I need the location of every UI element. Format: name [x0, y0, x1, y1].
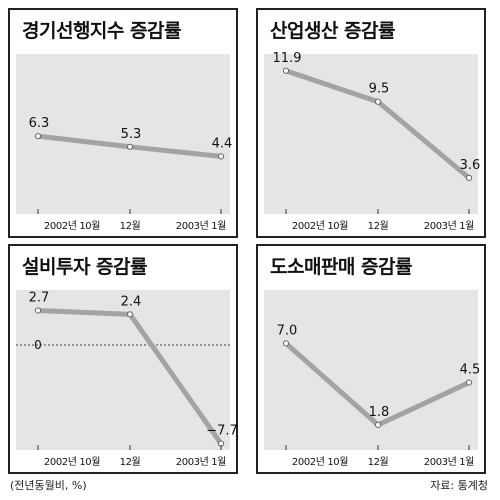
plot-area [16, 290, 230, 450]
x-tick-label: 12월 [120, 456, 141, 468]
data-point [34, 133, 42, 140]
x-tick-label: 2003년 1월 [176, 220, 226, 232]
data-label: 6.3 [29, 116, 50, 131]
data-point [126, 143, 134, 150]
x-tick-label: 2003년 1월 [424, 456, 474, 468]
data-point [465, 174, 473, 181]
x-tick-label: 12월 [120, 220, 141, 232]
line-chart-facility-investment: 0 2.7 2.4 −7.7 2002년 10월 12월 2003년 1월 [16, 290, 238, 468]
data-label: 4.5 [460, 363, 481, 378]
chart-panel-leading-index: 경기선행지수 증감률 6.3 5.3 4.4 2002년 10월 12월 2003년 1월 [8, 8, 238, 238]
data-label: 9.5 [369, 82, 390, 97]
data-point [282, 340, 290, 347]
line-chart-leading-index: 6.3 5.3 4.4 2002년 10월 12월 2003년 1월 [29, 116, 233, 232]
chart-title: 도소매판매 증감률 [270, 256, 412, 278]
zero-axis-label: 0 [34, 338, 42, 352]
x-tick-label: 2002년 10월 [44, 220, 100, 232]
plot-area [264, 54, 478, 214]
x-tick-label: 2002년 10월 [292, 456, 348, 468]
data-point [374, 421, 382, 429]
chart-panel-retail-sales: 도소매판매 증감률 7.0 1.8 4.5 2002년 10월 12월 2003년 1월 [256, 244, 486, 474]
chart-title: 산업생산 증감률 [270, 20, 395, 42]
data-point [126, 311, 134, 318]
source-note: 자료: 통계청 [430, 479, 488, 492]
data-point [217, 153, 225, 160]
unit-note: (전년동월비, %) [10, 479, 87, 492]
data-label: 11.9 [273, 51, 302, 66]
data-label: 2.4 [121, 294, 142, 309]
plot-area [16, 54, 230, 214]
x-tick-label: 2002년 10월 [292, 220, 348, 232]
data-label: 2.7 [29, 290, 50, 305]
data-point [282, 67, 290, 74]
chart-panel-industrial-production: 산업생산 증감률 11.9 9.5 3.6 2002년 10월 12월 2003년 1월 [256, 8, 486, 238]
data-label: 5.3 [121, 127, 142, 142]
chart-panel-facility-investment: 설비투자 증감률 0 2.7 2.4 −7.7 2002년 10월 12월 2003년 1월 [8, 244, 238, 474]
chart-title: 설비투자 증감률 [22, 256, 147, 278]
data-label: −7.7 [206, 424, 238, 439]
plot-area [264, 290, 478, 450]
data-label: 1.8 [369, 405, 390, 420]
x-tick-label: 12월 [368, 456, 389, 468]
data-point [34, 307, 42, 314]
line-chart-industrial-production: 11.9 9.5 3.6 2002년 10월 12월 2003년 1월 [273, 51, 481, 232]
data-point [465, 379, 473, 386]
data-point [374, 98, 382, 105]
x-tick-label: 2002년 10월 [44, 456, 100, 468]
x-tick-label: 2003년 1월 [176, 456, 226, 468]
data-label: 3.6 [460, 158, 481, 173]
data-label: 4.4 [212, 136, 233, 151]
data-label: 7.0 [277, 323, 298, 338]
line-chart-retail-sales: 7.0 1.8 4.5 2002년 10월 12월 2003년 1월 [277, 323, 481, 468]
x-tick-label: 12월 [368, 220, 389, 232]
chart-title: 경기선행지수 증감률 [22, 20, 181, 42]
series-line [35, 307, 224, 447]
x-tick-label: 2003년 1월 [424, 220, 474, 232]
